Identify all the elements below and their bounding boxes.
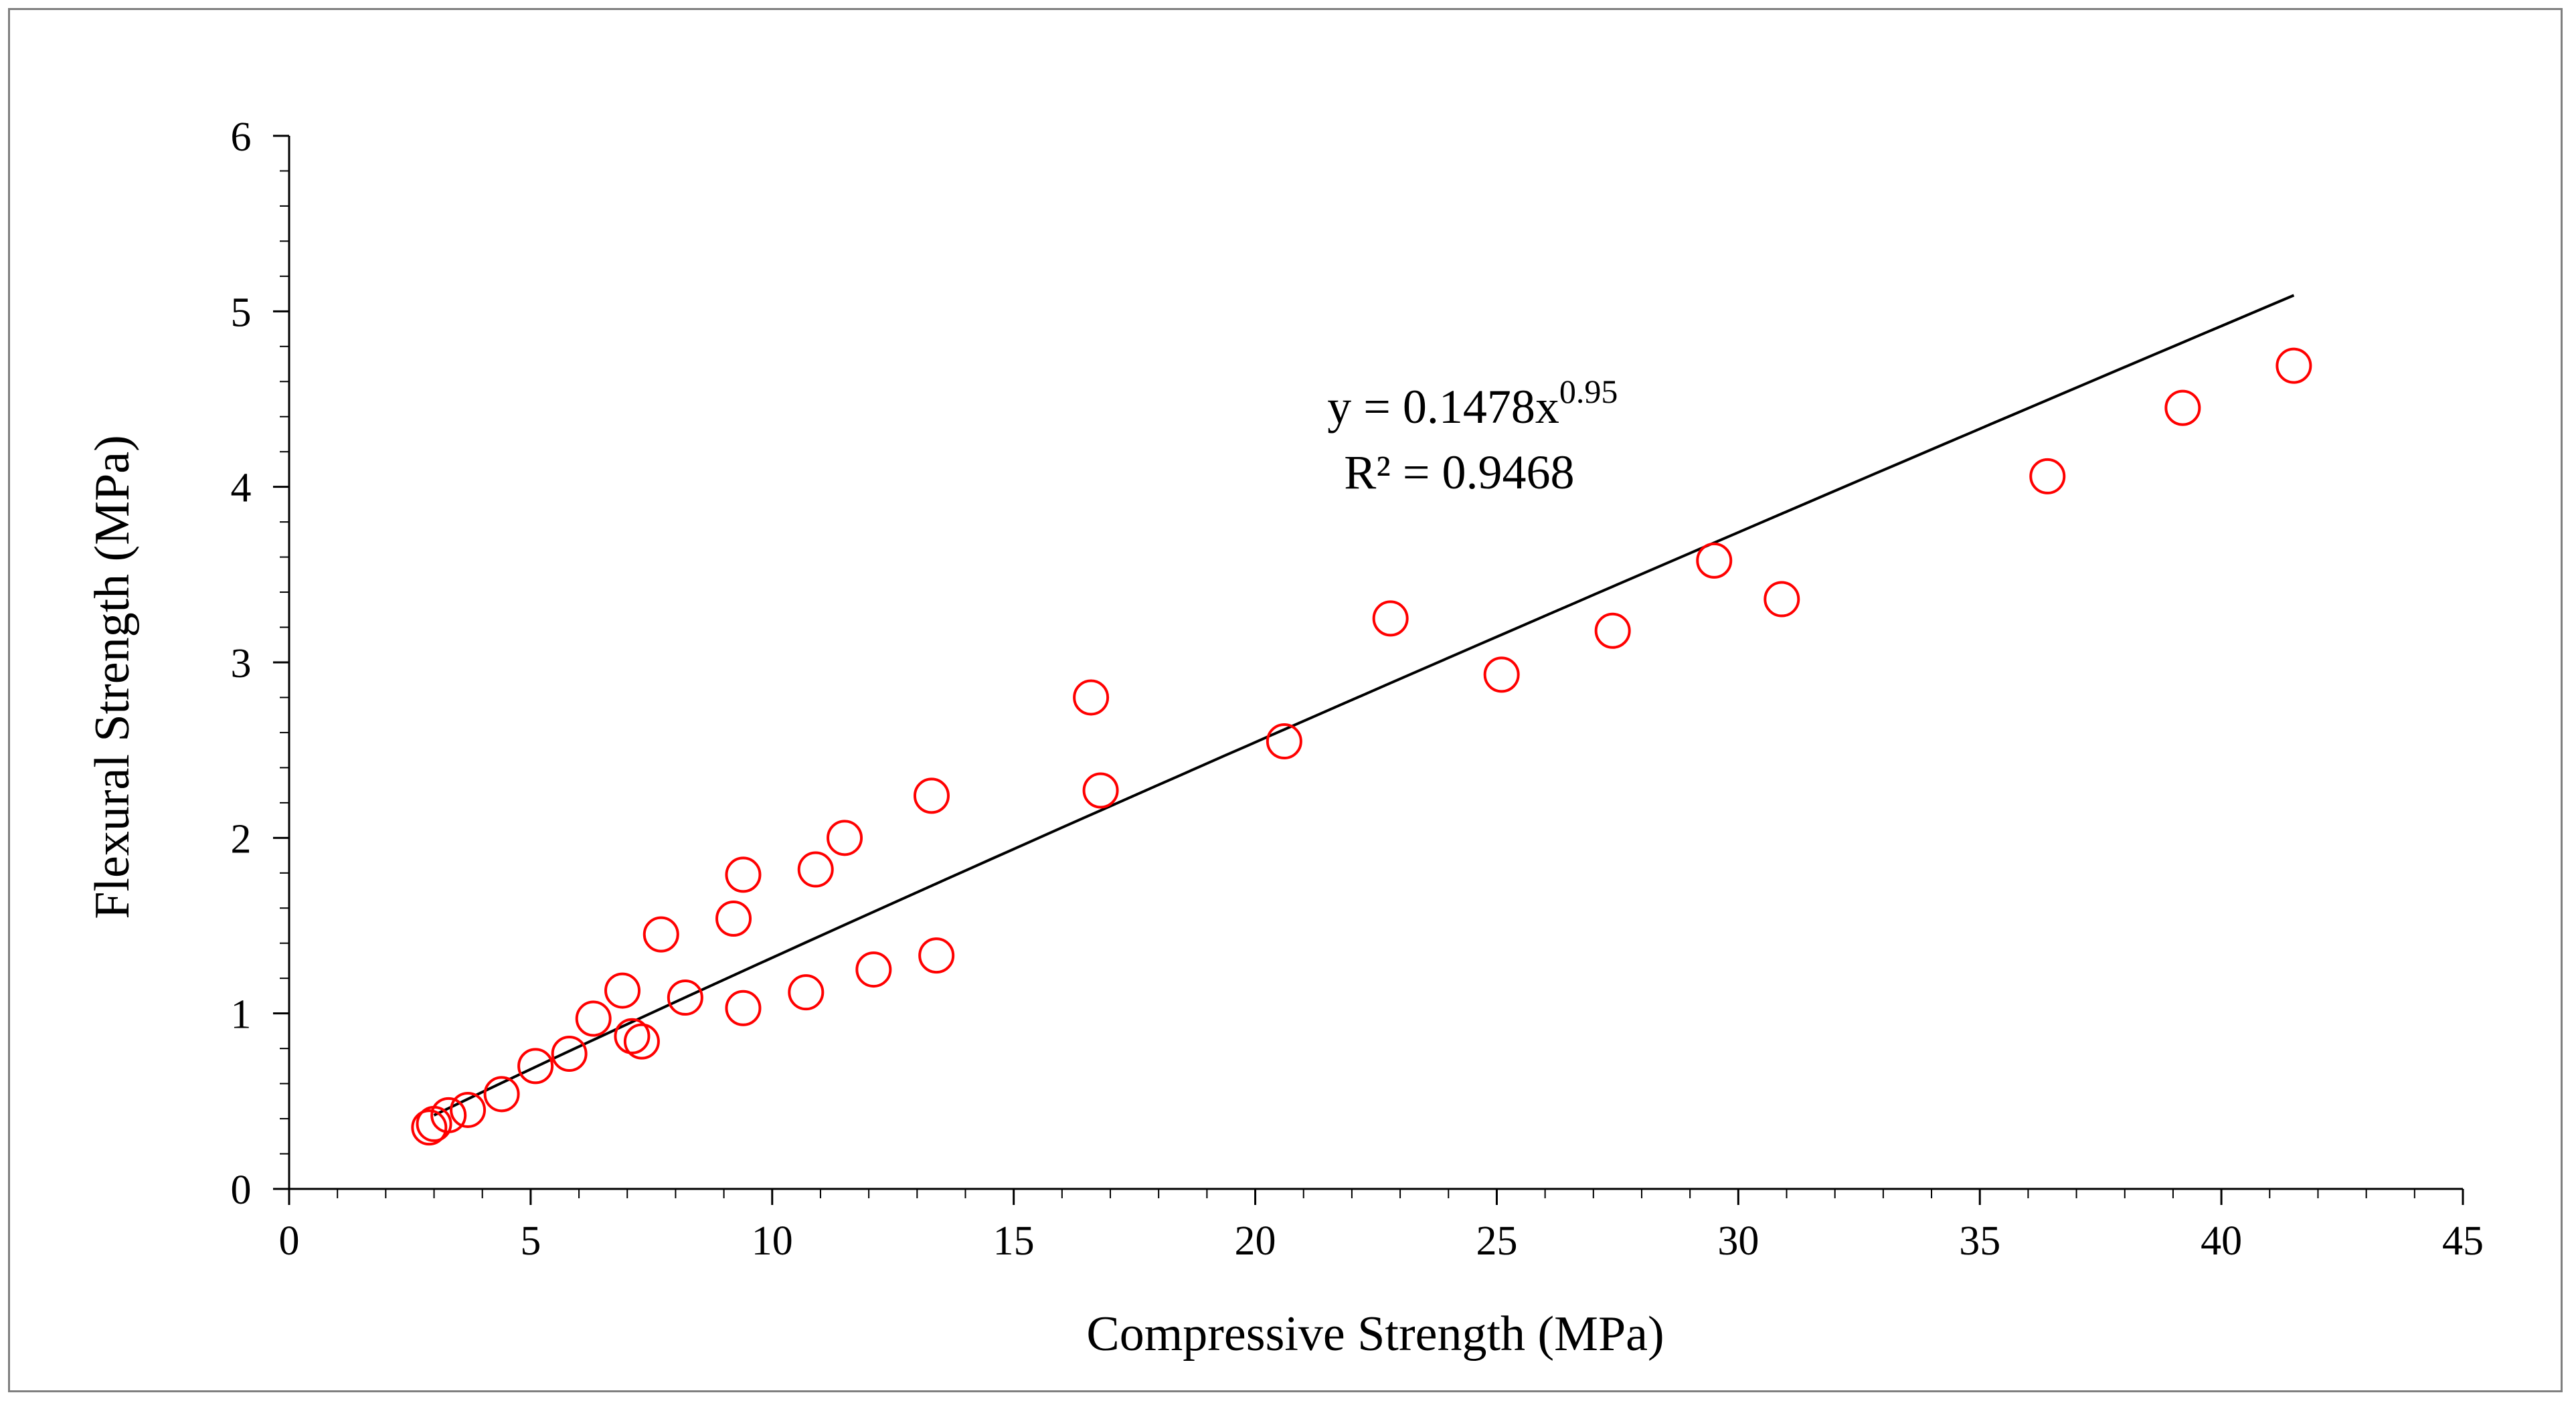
x-tick-label: 30 [1717,1218,1759,1264]
equation-base: y = 0.1478x [1327,380,1559,434]
y-tick-label: 6 [231,114,252,160]
data-point [788,974,825,1011]
trendline [433,294,2295,1117]
x-tick-label: 45 [2442,1218,2484,1264]
data-point [827,820,863,856]
x-tick-label: 10 [752,1218,793,1264]
x-tick-label: 0 [279,1218,300,1264]
y-axis-title: Flexural Strength (MPa) [85,435,140,919]
data-point [1266,723,1302,760]
y-tick-label: 3 [231,641,252,686]
data-point [575,1000,612,1037]
chart-frame [8,8,2563,1392]
data-point [1696,542,1733,579]
data-point [1764,581,1800,618]
data-point [1594,612,1631,649]
data-point [551,1036,588,1072]
data-point [411,1109,448,1146]
data-point [430,1097,467,1133]
equation-exponent: 0.95 [1559,373,1618,410]
x-tick-label: 40 [2201,1218,2242,1264]
data-point [918,937,955,974]
data-point [1082,772,1119,809]
data-point [2164,389,2201,426]
data-point [623,1023,660,1060]
data-point [725,990,762,1026]
data-point [1073,679,1110,716]
data-point [642,916,679,953]
data-point [483,1076,520,1113]
data-point [517,1048,554,1085]
x-tick-label: 25 [1476,1218,1517,1264]
data-points [411,347,2312,1146]
data-point [614,1018,651,1054]
trendline-layer [433,294,2295,1117]
data-point [913,777,950,814]
y-tick-label: 5 [231,290,252,335]
x-tick-label: 5 [520,1218,541,1264]
data-point [450,1091,487,1128]
data-point [667,979,703,1016]
tick-marks [273,134,2464,1205]
trendline-equation: y = 0.1478x0.95 [1327,373,1618,434]
data-point [715,901,752,937]
y-tick-label: 4 [231,466,252,511]
x-tick-label: 35 [1959,1218,2000,1264]
x-tick-label: 15 [993,1218,1035,1264]
data-point [604,972,641,1009]
data-point [1372,600,1409,637]
data-point [2276,347,2312,384]
data-point [725,856,762,893]
y-tick-label: 1 [231,992,252,1038]
data-point [855,951,892,988]
x-axis-title: Compressive Strength (MPa) [1086,1307,1664,1362]
r-squared-label: R² = 0.9468 [1344,446,1574,499]
data-point [1483,656,1520,693]
data-point [797,851,834,888]
data-point [2029,458,2066,494]
x-tick-label: 20 [1235,1218,1276,1264]
y-tick-label: 0 [231,1167,252,1213]
y-tick-label: 2 [231,816,252,862]
